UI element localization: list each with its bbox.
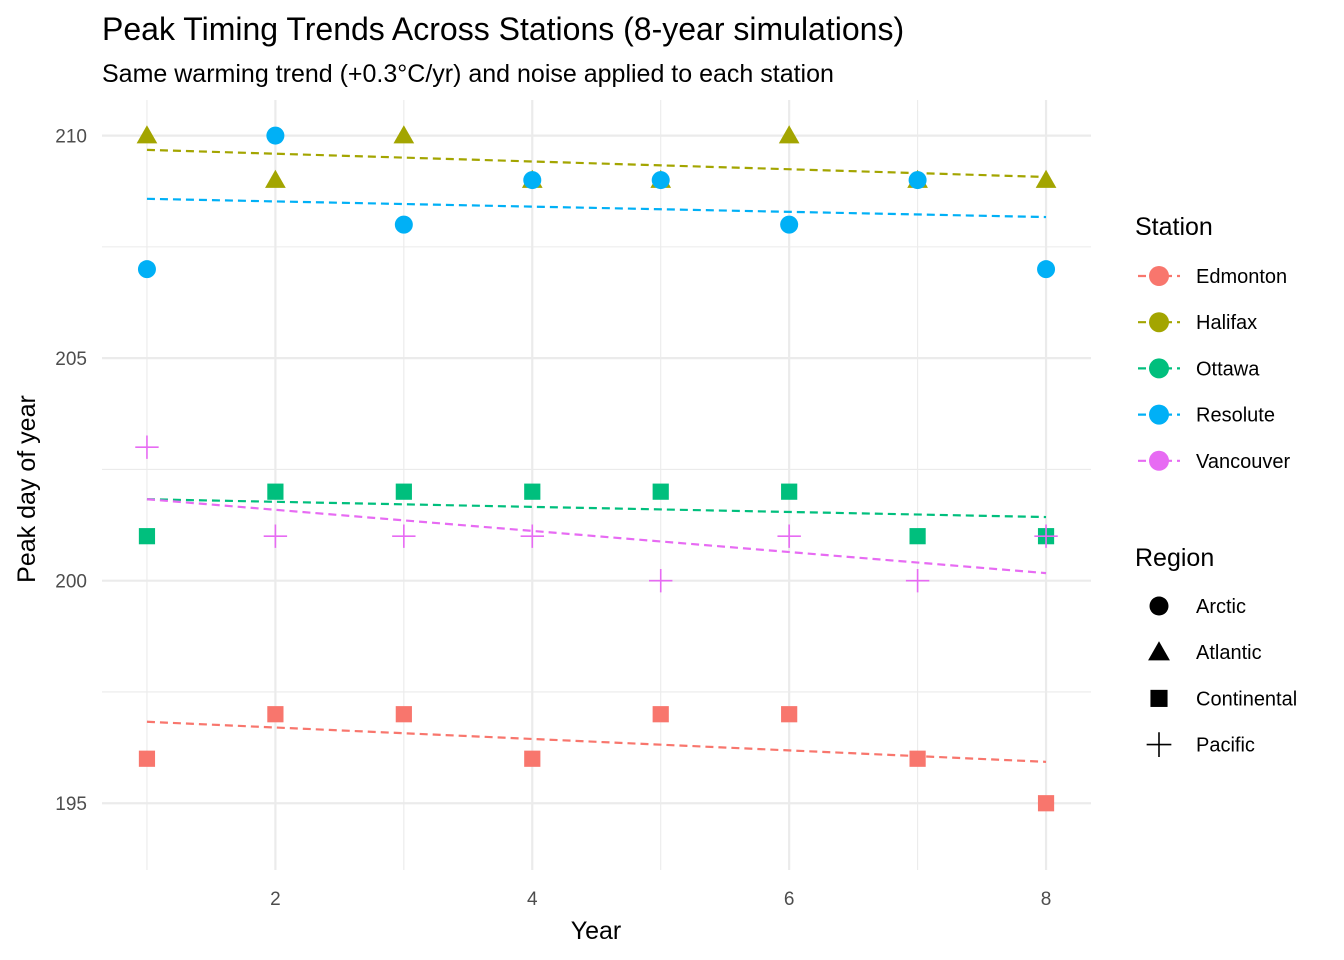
trend-line-halifax: [146, 148, 1047, 179]
point-resolute: [1037, 260, 1056, 279]
trend-line-edmonton: [146, 720, 1047, 763]
point-halifax: [265, 169, 286, 188]
x-axis-title: Year: [571, 917, 622, 945]
trend-line-vancouver: [146, 498, 1047, 575]
point-vancouver: [520, 524, 544, 548]
legend-label-vancouver: Vancouver: [1196, 451, 1290, 473]
chart-subtitle: Same warming trend (+0.3°C/yr) and noise…: [102, 60, 834, 88]
y-axis-title: Peak day of year: [13, 395, 41, 583]
legend-title-region: Region: [1135, 544, 1214, 572]
legend-title-station: Station: [1135, 213, 1213, 241]
y-tick-label: 195: [55, 794, 87, 815]
point-edmonton: [267, 706, 284, 723]
point-ottawa: [524, 483, 541, 500]
legend-shape-pacific: [1146, 732, 1172, 757]
point-ottawa: [909, 528, 926, 545]
legend-label-resolute: Resolute: [1196, 405, 1275, 427]
point-vancouver: [263, 524, 288, 548]
point-edmonton: [652, 706, 669, 723]
point-edmonton: [1037, 795, 1055, 812]
legend-key-vancouver: [1149, 450, 1169, 471]
point-edmonton: [524, 750, 541, 767]
point-edmonton: [395, 706, 412, 723]
point-vancouver: [135, 435, 159, 459]
legend-label-halifax: Halifax: [1196, 312, 1257, 334]
data-points: [135, 125, 1058, 812]
point-vancouver: [905, 568, 930, 593]
point-ottawa: [267, 483, 284, 500]
legend-label-ottawa: Ottawa: [1196, 358, 1260, 380]
chart-title: Peak Timing Trends Across Stations (8-ye…: [102, 11, 904, 47]
trend-line-ottawa: [146, 498, 1047, 519]
point-edmonton: [781, 706, 798, 723]
point-halifax: [393, 125, 415, 144]
trend-line-resolute: [146, 197, 1047, 219]
trend-lines: [146, 148, 1047, 763]
legend: Station Edmonton Halifax Ottawa Resolute Vanc…: [1135, 213, 1297, 757]
legend-label-pacific: Pacific: [1196, 735, 1255, 757]
point-ottawa: [652, 483, 669, 500]
point-resolute: [266, 126, 285, 145]
y-tick-label: 210: [55, 127, 87, 148]
point-resolute: [651, 171, 670, 190]
point-halifax: [1035, 169, 1057, 188]
point-edmonton: [909, 750, 926, 767]
x-tick-label: 8: [1041, 889, 1052, 910]
legend-shape-atlantic: [1148, 641, 1170, 661]
point-resolute: [137, 260, 156, 279]
point-ottawa: [138, 528, 156, 545]
legend-label-edmonton: Edmonton: [1196, 266, 1287, 288]
y-tick-label: 205: [55, 349, 87, 370]
x-tick-label: 4: [527, 889, 538, 910]
point-resolute: [908, 171, 927, 190]
axis-ticks: 195 200 205 210 2 4 6 8: [55, 127, 1051, 910]
legend-key-ottawa: [1149, 358, 1169, 379]
x-tick-label: 2: [270, 889, 281, 910]
legend-label-atlantic: Atlantic: [1196, 642, 1262, 664]
point-vancouver: [649, 568, 673, 593]
legend-shape-continental: [1150, 689, 1168, 707]
point-halifax: [136, 125, 158, 144]
legend-key-edmonton: [1149, 266, 1169, 286]
point-resolute: [394, 215, 413, 234]
legend-key-resolute: [1149, 404, 1169, 425]
legend-shape-arctic: [1149, 596, 1169, 616]
point-ottawa: [395, 483, 412, 500]
point-halifax: [778, 125, 800, 144]
point-vancouver: [1034, 524, 1058, 548]
point-vancouver: [777, 524, 801, 548]
point-ottawa: [781, 483, 798, 500]
legend-key-halifax: [1149, 312, 1169, 333]
legend-label-continental: Continental: [1196, 688, 1297, 710]
point-resolute: [523, 171, 542, 190]
y-tick-label: 200: [55, 572, 87, 593]
point-edmonton: [138, 750, 156, 767]
legend-label-arctic: Arctic: [1196, 596, 1246, 618]
point-vancouver: [392, 524, 416, 548]
x-tick-label: 6: [784, 889, 795, 910]
point-resolute: [780, 215, 799, 234]
